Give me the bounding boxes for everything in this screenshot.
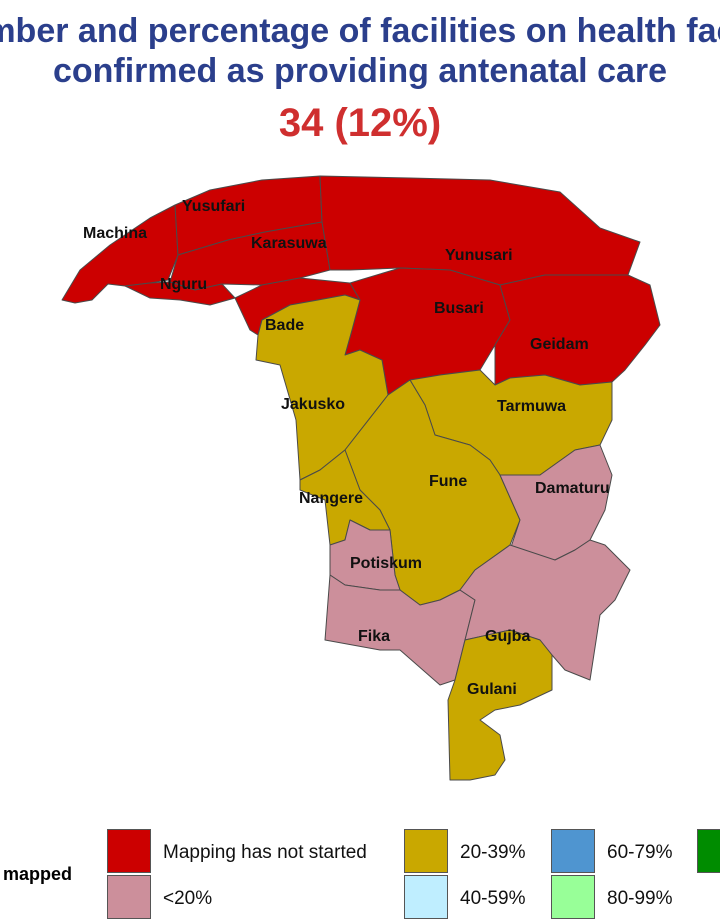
choropleth-map: Machina Yusufari Karasuwa Yunusari Nguru…: [61, 175, 661, 781]
lga-label: Damaturu: [535, 480, 610, 497]
legend-label-not-started: Mapping has not started: [163, 842, 367, 863]
lga-machina[interactable]: [61, 204, 179, 304]
legend-swatch-20-39: [404, 829, 448, 873]
map-title-line-2: confirmed as providing antenatal care: [52, 52, 668, 90]
lga-yunusari[interactable]: [319, 175, 641, 286]
lga-label: Yusufari: [182, 198, 245, 215]
lga-label: Karasuwa: [251, 235, 327, 252]
lga-label: Gulani: [467, 681, 517, 698]
lga-label: Tarmuwa: [497, 398, 566, 415]
lga-label: Jakusko: [281, 396, 345, 413]
legend-swatch-not-started: [107, 829, 151, 873]
lga-damaturu[interactable]: [499, 444, 613, 561]
lga-label: Geidam: [530, 336, 589, 353]
legend-label-lt20: <20%: [163, 888, 213, 909]
legend-swatch-40-59: [404, 875, 448, 919]
lga-label: Fika: [358, 628, 390, 645]
lga-label: Gujba: [485, 628, 530, 645]
lga-label: Busari: [434, 300, 484, 317]
lga-gujba[interactable]: [459, 539, 631, 681]
legend-swatch-lt20: [107, 875, 151, 919]
legend-swatch-80-99: [551, 875, 595, 919]
lga-label: Nguru: [160, 276, 207, 293]
legend-label-80-99: 80-99%: [607, 888, 673, 909]
legend-label-20-39: 20-39%: [460, 842, 526, 863]
legend-label-60-79: 60-79%: [607, 842, 673, 863]
lga-label: Machina: [83, 225, 147, 242]
legend-label-40-59: 40-59%: [460, 888, 526, 909]
lga-label: Bade: [265, 317, 304, 334]
lga-label: Yunusari: [445, 247, 513, 264]
legend-title: Not GRID3 OR mapped: [0, 864, 73, 884]
lga-nguru[interactable]: [124, 281, 236, 306]
lga-jakusko[interactable]: [255, 294, 389, 481]
headline-stat: 34 (12%): [278, 101, 442, 145]
legend-swatch-100: [697, 829, 720, 873]
lga-label: Nangere: [299, 490, 363, 507]
lga-label: Potiskum: [350, 555, 422, 572]
map-title-line-1: Number and percentage of facilities on h…: [0, 12, 720, 50]
lga-label: Fune: [429, 473, 467, 490]
lga-gulani[interactable]: [447, 629, 553, 781]
legend-swatch-60-79: [551, 829, 595, 873]
lga-geidam[interactable]: [494, 274, 661, 386]
